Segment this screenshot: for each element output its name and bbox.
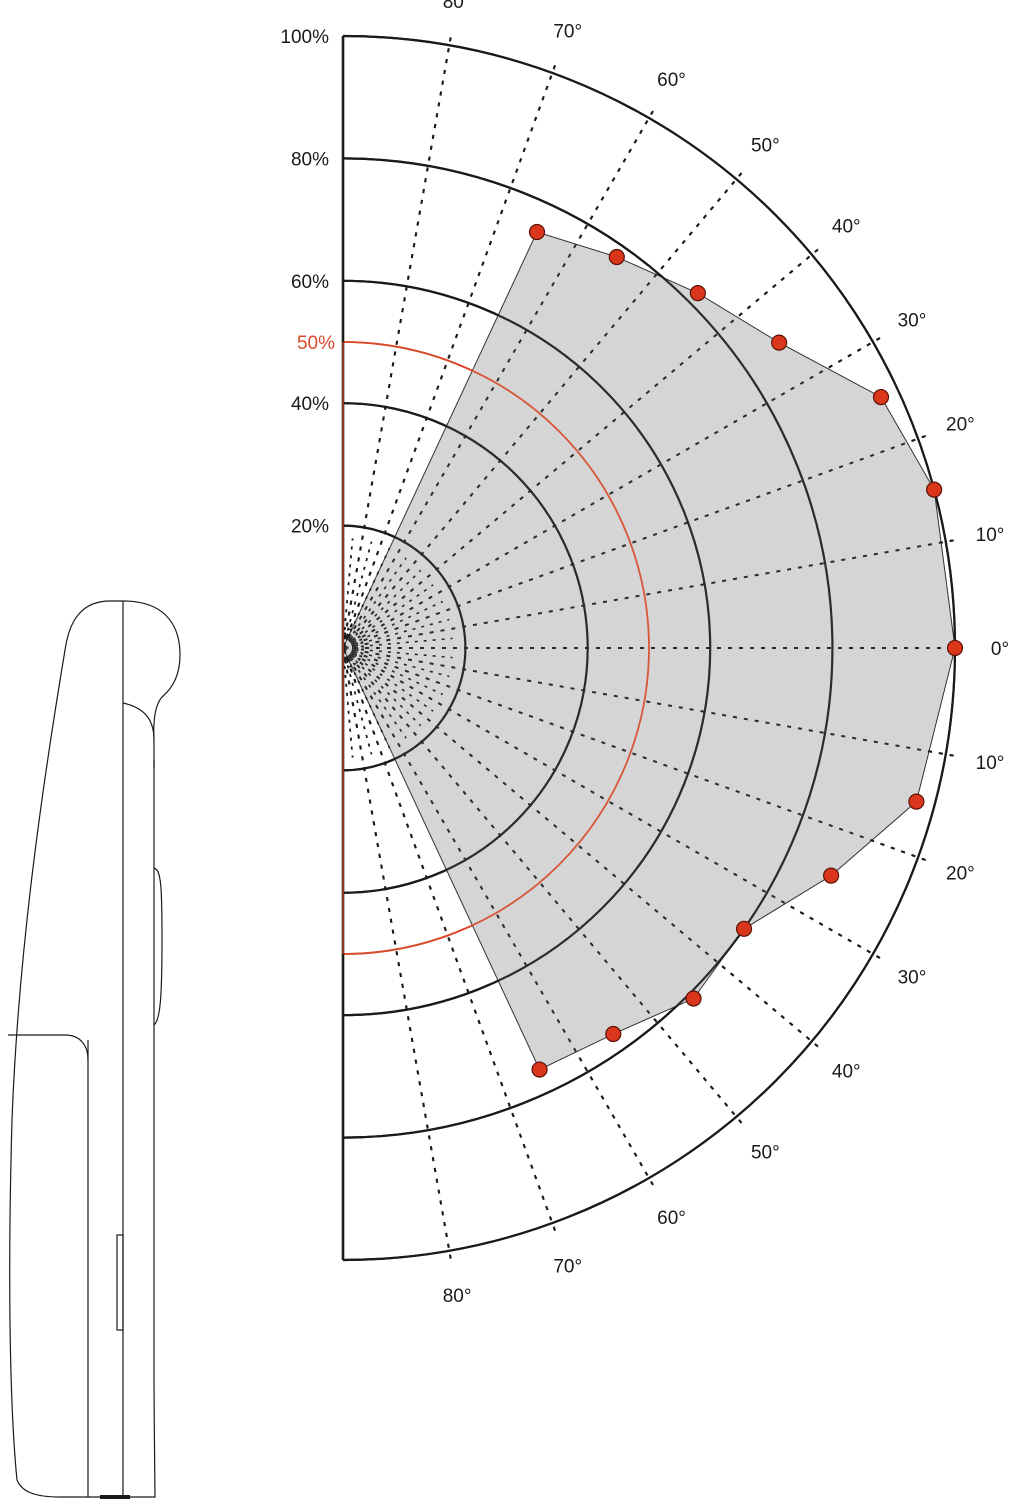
spoke-fine	[342, 584, 434, 649]
spoke--20	[342, 647, 928, 862]
spoke-fine	[342, 647, 422, 727]
spoke-fine	[342, 647, 444, 696]
data-point	[771, 334, 788, 351]
spoke-fine	[342, 647, 373, 755]
angle-label-lower: 30°	[898, 968, 927, 989]
angle-label-lower: 10°	[976, 753, 1005, 774]
radial-tick-label: 20%	[291, 517, 329, 538]
angle-label-upper: 50°	[751, 136, 780, 157]
angle-label-upper: 20°	[946, 414, 975, 435]
spoke-fine	[342, 538, 354, 649]
radial-tick-label: 40%	[291, 394, 329, 415]
data-point	[605, 1025, 622, 1043]
angle-label-upper: 10°	[976, 525, 1005, 546]
angle-label-upper: 70°	[553, 22, 582, 43]
angle-label-lower: 50°	[751, 1142, 780, 1163]
spoke--10	[342, 647, 956, 757]
angle-label-lower: 70°	[553, 1256, 582, 1277]
polar-grid-overlay	[341, 34, 965, 1262]
spoke-fine	[342, 647, 453, 659]
data-point	[823, 867, 840, 884]
radial-tick-label: 60%	[291, 272, 329, 293]
highlight-ring	[342, 341, 650, 955]
spoke-fine	[342, 647, 354, 758]
angle-label-lower: 80°	[443, 1286, 472, 1307]
spoke-30	[342, 336, 883, 649]
angle-label-upper: 60°	[657, 70, 686, 91]
data-point	[926, 481, 943, 498]
spoke--30	[342, 647, 883, 960]
spoke-fine	[342, 557, 407, 649]
angle-label-upper: 0°	[991, 639, 1009, 660]
spoke-40	[342, 247, 821, 649]
spoke-70	[342, 63, 557, 649]
spoke--80	[342, 647, 452, 1261]
spoke--50	[342, 647, 744, 1126]
radial-tick-label: 80%	[291, 149, 329, 170]
spoke-60	[342, 108, 655, 649]
data-point	[685, 990, 702, 1007]
device-side-profile-illustration	[8, 600, 181, 1499]
spoke--40	[342, 647, 821, 1049]
spoke-fine	[342, 547, 391, 649]
spoke-10	[342, 539, 956, 649]
data-point	[528, 223, 546, 241]
data-layer	[341, 34, 965, 1262]
angle-label-lower: 40°	[832, 1061, 861, 1082]
spoke--70	[342, 647, 557, 1233]
spoke-fine	[342, 647, 407, 739]
spoke-50	[342, 170, 744, 649]
angle-label-upper: 40°	[832, 217, 861, 238]
angle-label-lower: 20°	[946, 864, 975, 885]
data-point	[735, 920, 753, 937]
data-point	[872, 389, 890, 406]
spoke-fine	[342, 569, 422, 649]
data-point	[608, 248, 625, 266]
spoke-fine	[342, 647, 391, 749]
axis-labels: 20% 40% 60% 80% 100% 50% 0° 10° 20° 30° 40° 50° 60° 7…	[280, 0, 1009, 1307]
spoke-fine	[342, 647, 450, 678]
inner-ring	[342, 642, 349, 654]
angle-label-lower: 60°	[657, 1208, 686, 1229]
data-point	[531, 1061, 548, 1078]
radial-tick-label: 100%	[280, 27, 329, 48]
spoke--60	[342, 647, 655, 1188]
angle-label-upper: 30°	[898, 311, 927, 332]
radial-ring-60	[342, 279, 712, 1017]
spoke-fine	[342, 541, 373, 649]
spoke-fine	[342, 647, 434, 712]
data-point	[946, 639, 964, 657]
angle-label-upper: 80°	[443, 0, 472, 13]
spoke-fine	[342, 600, 444, 649]
radial-ring-80	[342, 157, 834, 1139]
data-point	[689, 285, 706, 302]
data-point	[908, 793, 925, 810]
spoke-fine	[342, 637, 453, 649]
spoke-80	[342, 35, 452, 649]
highlight-ring-label: 50%	[297, 333, 335, 354]
spoke-20	[342, 434, 928, 649]
spoke-fine	[342, 618, 450, 649]
